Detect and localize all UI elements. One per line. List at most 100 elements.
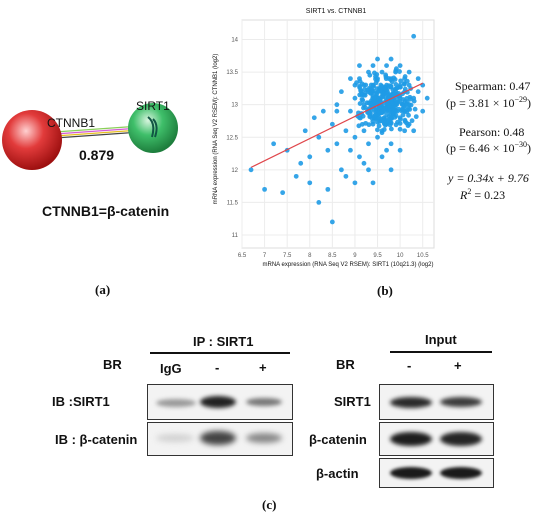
data-point bbox=[398, 116, 403, 122]
data-point bbox=[370, 180, 376, 186]
data-point bbox=[379, 154, 385, 160]
network-caption: CTNNB1=β-catenin bbox=[42, 203, 170, 219]
regression-line bbox=[250, 82, 423, 168]
data-point bbox=[386, 108, 392, 113]
spearman-label: Spearman: 0.47 bbox=[455, 79, 531, 93]
data-point bbox=[391, 91, 397, 97]
data-point bbox=[343, 128, 349, 134]
x-tick-label: 10 bbox=[397, 253, 404, 259]
x-tick-label: 10.5 bbox=[417, 253, 429, 259]
data-point bbox=[352, 134, 358, 140]
data-point bbox=[372, 112, 378, 118]
data-point bbox=[402, 128, 408, 134]
x-tick-label: 8.5 bbox=[328, 253, 337, 259]
data-point bbox=[405, 123, 411, 129]
data-point bbox=[379, 69, 385, 75]
data-point bbox=[298, 160, 304, 166]
x-tick-label: 8 bbox=[308, 253, 312, 259]
data-point bbox=[371, 95, 377, 100]
data-point bbox=[359, 96, 365, 102]
network-diagram bbox=[2, 103, 178, 170]
data-point bbox=[375, 56, 380, 62]
data-point bbox=[343, 173, 349, 179]
data-point bbox=[397, 147, 403, 153]
data-point bbox=[262, 186, 267, 192]
data-point bbox=[307, 154, 313, 160]
data-point bbox=[361, 160, 367, 166]
x-axis-label: mRNA expression (RNA Seq V2 RSEM): SIRT1… bbox=[262, 262, 434, 268]
spearman-pvalue: (p = 3.81 × 10−29) bbox=[446, 95, 532, 110]
data-point bbox=[248, 167, 254, 173]
data-point bbox=[388, 141, 394, 147]
data-point bbox=[348, 108, 353, 114]
data-point bbox=[352, 95, 358, 101]
data-point bbox=[389, 99, 395, 104]
data-point bbox=[293, 173, 299, 179]
input-lane-minus: - bbox=[407, 358, 412, 373]
data-point bbox=[363, 120, 369, 126]
data-point bbox=[334, 141, 340, 147]
input-title-underline bbox=[390, 351, 492, 353]
data-point bbox=[388, 56, 394, 62]
data-point bbox=[415, 89, 421, 95]
data-point bbox=[397, 126, 403, 132]
data-point bbox=[316, 134, 322, 140]
data-point bbox=[383, 72, 389, 78]
data-point bbox=[354, 80, 359, 86]
data-point bbox=[375, 134, 380, 140]
scatter-plot: 6.5 7 7.5 8 8.5 9 9.5 10 10.5 11 11.5 12 12.5 13 13.5 1… bbox=[226, 19, 435, 259]
data-point bbox=[374, 77, 380, 83]
data-point bbox=[406, 69, 412, 75]
data-point bbox=[362, 104, 368, 110]
y-tick-label: 13 bbox=[231, 103, 238, 109]
data-point bbox=[397, 63, 403, 68]
panel-label-c: (c) bbox=[262, 497, 277, 512]
ip-lane-igg: IgG bbox=[160, 361, 182, 376]
data-point bbox=[316, 200, 322, 205]
data-point bbox=[380, 108, 385, 114]
data-point bbox=[357, 154, 362, 160]
data-point bbox=[384, 90, 390, 96]
x-tick-label: 9.5 bbox=[373, 253, 382, 259]
data-point bbox=[404, 101, 410, 107]
data-point bbox=[356, 123, 362, 129]
ctnnb1-node bbox=[2, 110, 62, 170]
input-bactin-blot bbox=[379, 458, 494, 488]
input-row-sirt1-label: SIRT1 bbox=[334, 394, 371, 409]
data-point bbox=[348, 147, 353, 153]
data-point bbox=[361, 128, 367, 134]
data-point bbox=[400, 107, 406, 113]
data-point bbox=[411, 128, 417, 134]
data-point bbox=[320, 108, 326, 114]
data-point bbox=[371, 83, 376, 89]
y-tick-label: 11.5 bbox=[227, 200, 239, 206]
data-point bbox=[424, 95, 430, 101]
data-point bbox=[348, 76, 353, 82]
data-point bbox=[365, 87, 370, 93]
ip-lane-plus: + bbox=[259, 360, 267, 375]
y-tick-label: 14 bbox=[231, 38, 238, 44]
data-point bbox=[411, 98, 417, 104]
x-tick-label: 6.5 bbox=[238, 253, 247, 259]
data-point bbox=[352, 180, 358, 186]
data-point bbox=[329, 121, 335, 127]
data-point bbox=[357, 101, 363, 106]
data-point bbox=[406, 112, 411, 118]
data-point bbox=[381, 115, 387, 121]
pearson-label: Pearson: 0.48 bbox=[459, 125, 525, 139]
input-row-bactin-label: β-actin bbox=[316, 466, 359, 481]
data-point bbox=[397, 69, 402, 74]
data-point bbox=[393, 97, 399, 103]
data-point bbox=[367, 90, 373, 96]
ip-title-underline bbox=[150, 352, 290, 354]
data-point bbox=[398, 78, 404, 84]
ctnnb1-label: CTNNB1 bbox=[47, 116, 96, 130]
data-point bbox=[381, 127, 387, 132]
plot-area bbox=[241, 19, 435, 249]
data-point bbox=[409, 118, 415, 124]
y-tick-label: 11 bbox=[232, 233, 239, 239]
data-point bbox=[413, 114, 419, 120]
data-point bbox=[271, 141, 277, 147]
data-point bbox=[393, 68, 399, 74]
data-point bbox=[280, 190, 286, 196]
